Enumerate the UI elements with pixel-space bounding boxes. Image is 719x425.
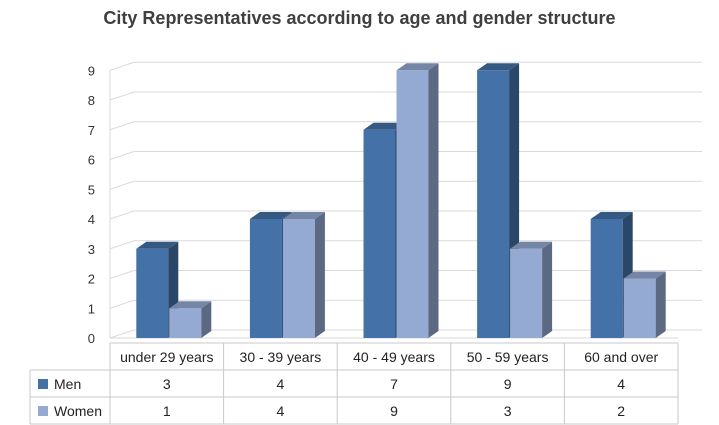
y-tick-label: 5 (88, 182, 95, 197)
y-tick-label: 0 (88, 331, 95, 346)
bars (136, 63, 666, 338)
y-tick-label: 2 (88, 272, 95, 287)
chart-title: City Representatives according to age an… (103, 8, 616, 28)
data-label: 4 (277, 376, 285, 392)
bar-women-1 (282, 212, 325, 338)
gridline-depth (109, 91, 135, 101)
y-tick-label: 3 (88, 242, 95, 257)
data-label: 4 (277, 403, 285, 419)
y-tick-label: 7 (88, 123, 95, 138)
gridline-depth (109, 121, 135, 131)
x-category-label: under 29 years (120, 349, 213, 365)
bar-women-4 (623, 271, 666, 338)
x-category-label: 60 and over (584, 349, 658, 365)
legend-label: Men (54, 376, 81, 392)
bar-women-2 (396, 63, 439, 338)
x-category-label: 50 - 59 years (467, 349, 549, 365)
x-category-label: 30 - 39 years (240, 349, 322, 365)
legend-label: Women (54, 403, 102, 419)
bar-men-0 (136, 241, 179, 338)
y-tick-label: 4 (88, 212, 95, 227)
legend-swatch (38, 379, 48, 389)
axis-labels: 0 1 2 3 4 5 6 7 8 9 (88, 63, 95, 346)
gridline-depth (109, 61, 135, 71)
data-label: 1 (163, 403, 171, 419)
bar-women-0 (169, 301, 212, 338)
gridline-depth (109, 180, 135, 190)
data-label: 3 (163, 376, 171, 392)
y-tick-label: 6 (88, 153, 95, 168)
gridline-depth (109, 210, 135, 220)
gridline-depth (109, 151, 135, 160)
y-tick-label: 9 (88, 63, 95, 78)
data-table: under 29 years 30 - 39 years 40 - 49 years… (29, 342, 679, 425)
data-label: 9 (390, 403, 398, 419)
y-tick-label: 1 (88, 301, 95, 316)
data-label: 7 (390, 376, 398, 392)
x-category-label: 40 - 49 years (353, 349, 435, 365)
legend-swatch (38, 406, 48, 416)
data-label: 2 (617, 403, 625, 419)
gridline-depth (109, 240, 135, 250)
data-label: 3 (504, 403, 512, 419)
y-tick-label: 8 (88, 93, 95, 108)
data-label: 9 (504, 376, 512, 392)
gridline-depth (109, 329, 135, 339)
bar-women-3 (510, 241, 553, 338)
gridline-depth (109, 299, 135, 309)
gridline-depth (109, 270, 135, 279)
data-label: 4 (617, 376, 625, 392)
